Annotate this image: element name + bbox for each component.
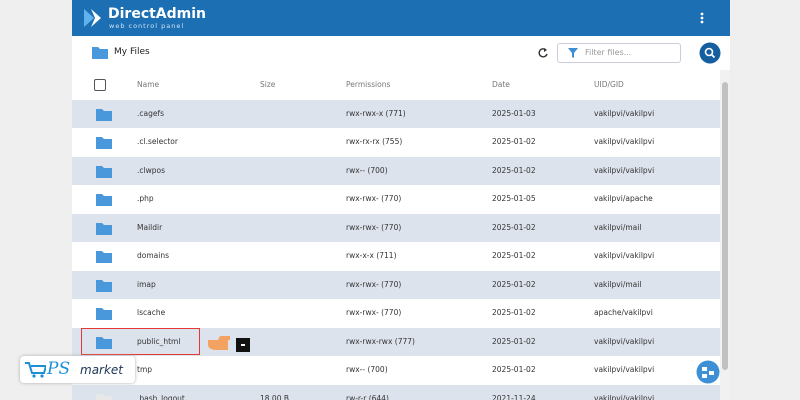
filter-placeholder: Filter files...: [585, 48, 632, 57]
file-name[interactable]: .cl.selector: [137, 137, 178, 146]
file-name[interactable]: .clwpos: [137, 165, 165, 175]
action-button[interactable]: [696, 360, 720, 384]
file-owner: vakilpvi/vakilpvi: [594, 393, 655, 400]
file-permissions: rwx-rwx- (770): [346, 194, 402, 203]
watermark-icon: [25, 362, 46, 378]
file-date: 2025-01-03: [492, 108, 536, 118]
file-manager: DirectAdmin web control panel My Files F…: [72, 0, 730, 400]
watermark-mark: PS: [47, 359, 71, 379]
file-name[interactable]: .php: [137, 194, 154, 203]
folder-icon: [92, 47, 108, 59]
file-permissions: rwx-rwx-rwx (777): [346, 336, 415, 346]
file-date: 2025-01-02: [492, 165, 536, 175]
file-owner: vakilpvi/vakilpvi: [594, 108, 655, 118]
top-bar: DirectAdmin web control panel: [72, 0, 730, 36]
select-all-checkbox[interactable]: [94, 79, 106, 91]
file-name[interactable]: lscache: [137, 308, 166, 317]
file-permissions: rwx-rwx- (770): [346, 222, 402, 232]
file-permissions: rwx-rwx- (770): [346, 279, 402, 289]
folder-icon: [96, 336, 112, 349]
file-name[interactable]: tmp: [137, 365, 153, 374]
folder-icon: [96, 251, 112, 263]
column-header[interactable]: UID/GID: [594, 80, 624, 89]
folder-icon: [96, 108, 112, 121]
file-permissions: rwx-rx-rx (755): [346, 137, 403, 146]
file-permissions: rwx-rwx-x (771): [346, 108, 406, 118]
file-row[interactable]: lscache rwx-rwx- (770) 2025-01-02 apache/va…: [72, 299, 720, 328]
file-row[interactable]: .clwpos rwx-- (700) 2025-01-02 vakilpvi/vak…: [72, 156, 720, 185]
file-permissions: rwx-x-x (711): [346, 251, 397, 260]
file-row[interactable]: .cl.selector rwx-rx-rx (755) 2025-01-02 vak…: [72, 128, 720, 157]
file-row[interactable]: .php rwx-rwx- (770) 2025-01-05 vakilpvi/apa…: [72, 185, 720, 214]
folder-icon: [96, 279, 112, 292]
logo-icon: [84, 9, 101, 27]
file-date: 2025-01-02: [492, 137, 536, 146]
file-owner: vakilpvi/vakilpvi: [594, 165, 655, 175]
file-name[interactable]: .cagefs: [137, 108, 165, 118]
location-title: My Files: [114, 47, 150, 57]
file-date: 2025-01-02: [492, 222, 536, 232]
search-button[interactable]: [699, 42, 721, 64]
filter-input[interactable]: Filter files...: [557, 43, 681, 63]
folder-icon: [96, 393, 112, 400]
file-owner: vakilpvi/vakilpvi: [594, 251, 655, 260]
file-date: 2025-01-02: [492, 279, 536, 289]
file-permissions: rwx-- (700): [346, 365, 388, 374]
file-row[interactable]: imap rwx-rwx- (770) 2025-01-02 vakilpvi/mai…: [72, 270, 720, 299]
file-permissions: rw-r-r (644): [346, 393, 389, 400]
folder-icon: [96, 194, 112, 206]
tagline: web control panel: [109, 22, 185, 30]
column-header[interactable]: Date: [492, 80, 510, 89]
file-row[interactable]: .bash_logout 18.00 B rw-r-r (644) 2021-11-2…: [72, 384, 720, 400]
file-date: 2025-01-02: [492, 365, 536, 374]
folder-icon: [96, 137, 112, 149]
file-row[interactable]: domains rwx-x-x (711) 2025-01-02 vakilpvi/v…: [72, 242, 720, 271]
file-name[interactable]: Maildir: [137, 222, 163, 232]
file-size: 18.00 B: [260, 393, 290, 400]
file-owner: apache/vakilpvi: [594, 308, 653, 317]
file-permissions: rwx-- (700): [346, 165, 388, 175]
file-row[interactable]: public_html rwx-rwx-rwx (777) 2025-01-02 va…: [72, 327, 720, 356]
file-name[interactable]: .bash_logout: [137, 393, 185, 400]
column-header[interactable]: Permissions: [346, 80, 391, 89]
file-owner: vakilpvi/apache: [594, 194, 653, 203]
watermark-word: market: [80, 363, 124, 377]
refresh-button[interactable]: [537, 47, 549, 59]
file-name[interactable]: public_html: [137, 336, 181, 346]
file-row[interactable]: tmp rwx-- (700) 2025-01-02 vakilpvi/vakilpv…: [72, 356, 720, 385]
file-permissions: rwx-rwx- (770): [346, 308, 402, 317]
menu-button[interactable]: [698, 12, 706, 26]
pointer-hand: [208, 336, 250, 352]
file-date: 2025-01-02: [492, 308, 536, 317]
folder-icon: [96, 165, 112, 178]
file-date: 2025-01-02: [492, 251, 536, 260]
file-date: 2025-01-02: [492, 336, 536, 346]
file-owner: vakilpvi/vakilpvi: [594, 365, 655, 374]
file-owner: vakilpvi/vakilpvi: [594, 137, 655, 146]
file-owner: vakilpvi/mail: [594, 279, 642, 289]
column-header[interactable]: Name: [137, 80, 160, 89]
file-row[interactable]: .cagefs rwx-rwx-x (771) 2025-01-03 vakilpvi…: [72, 99, 720, 128]
folder-icon: [96, 308, 112, 320]
file-row[interactable]: Maildir rwx-rwx- (770) 2025-01-02 vakilpvi/…: [72, 213, 720, 242]
file-name[interactable]: domains: [137, 251, 169, 260]
filter-icon: [568, 48, 578, 58]
scroll-thumb[interactable]: [722, 82, 728, 370]
watermark: PS market: [20, 356, 135, 383]
highlight-box: [81, 328, 200, 355]
file-owner: vakilpvi/vakilpvi: [594, 336, 655, 346]
file-date: 2025-01-05: [492, 194, 536, 203]
folder-icon: [96, 222, 112, 235]
file-owner: vakilpvi/mail: [594, 222, 642, 232]
file-name[interactable]: imap: [137, 279, 156, 289]
file-date: 2021-11-24: [492, 393, 536, 400]
brand: DirectAdmin: [108, 6, 207, 22]
column-header[interactable]: Size: [260, 80, 276, 89]
